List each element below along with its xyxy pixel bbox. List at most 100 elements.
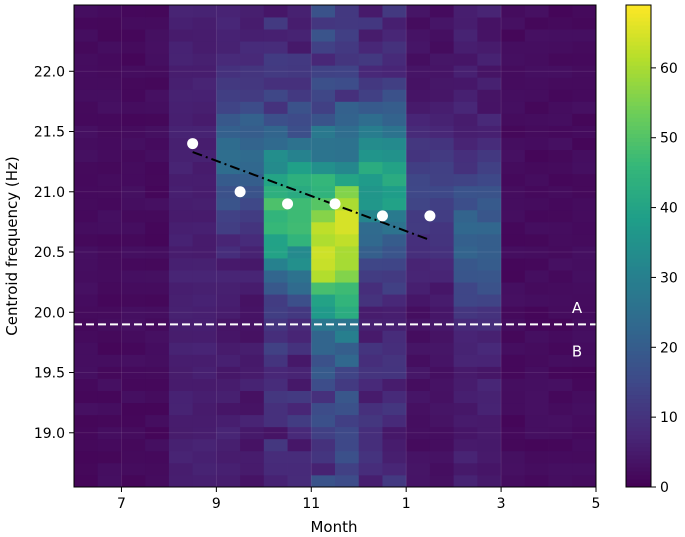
x-axis-label: Month bbox=[310, 518, 357, 536]
heatmap-cell bbox=[358, 450, 383, 464]
heatmap-cell bbox=[216, 366, 241, 379]
heatmap-cell bbox=[216, 65, 241, 78]
heatmap-cell bbox=[548, 77, 573, 90]
heatmap-cell bbox=[74, 149, 99, 163]
heatmap-cell bbox=[572, 378, 597, 391]
heatmap-cell bbox=[97, 17, 122, 30]
heatmap-cell bbox=[524, 426, 549, 440]
heatmap-cell bbox=[453, 354, 478, 367]
heatmap-cell bbox=[429, 474, 455, 488]
heatmap-cell bbox=[335, 17, 360, 30]
heatmap-cell bbox=[263, 390, 288, 404]
heatmap-cell bbox=[358, 197, 383, 211]
heatmap-cell bbox=[335, 41, 360, 54]
heatmap-cell bbox=[168, 209, 194, 223]
heatmap-cell bbox=[335, 125, 360, 138]
heatmap-cell bbox=[477, 306, 502, 319]
heatmap-cell bbox=[74, 462, 99, 476]
heatmap-cell bbox=[287, 342, 312, 355]
heatmap-cell bbox=[145, 402, 170, 416]
heatmap-cell bbox=[168, 258, 194, 271]
heatmap-cell bbox=[240, 5, 265, 18]
heatmap-cell bbox=[501, 474, 526, 488]
heatmap-cell bbox=[121, 270, 146, 283]
heatmap-cell bbox=[406, 390, 431, 404]
heatmap-cell bbox=[121, 426, 146, 440]
heatmap-cell bbox=[335, 450, 360, 464]
heatmap-cell bbox=[97, 426, 122, 440]
heatmap-cell bbox=[548, 149, 573, 163]
colorbar-tick-label: 30 bbox=[660, 270, 678, 286]
heatmap-cell bbox=[240, 149, 265, 163]
heatmap-cell bbox=[168, 89, 194, 102]
heatmap-cell bbox=[382, 258, 407, 271]
heatmap-cell bbox=[97, 306, 122, 319]
heatmap-cell bbox=[287, 426, 312, 440]
heatmap-cell bbox=[429, 53, 455, 66]
heatmap-cell bbox=[121, 366, 146, 379]
heatmap-cell bbox=[311, 125, 336, 138]
heatmap-cell bbox=[335, 173, 360, 187]
colorbar-swatch bbox=[626, 410, 651, 416]
x-tick-label: 11 bbox=[302, 496, 320, 512]
heatmap-cell bbox=[382, 330, 407, 343]
heatmap-cell bbox=[548, 53, 573, 66]
heatmap-cell bbox=[287, 282, 312, 295]
heatmap-cell bbox=[287, 65, 312, 78]
heatmap-cell bbox=[240, 233, 265, 247]
colorbar-swatch bbox=[626, 442, 651, 448]
heatmap-cell bbox=[358, 354, 383, 367]
heatmap-cell bbox=[240, 29, 265, 42]
heatmap-cell bbox=[382, 318, 407, 331]
heatmap-cell bbox=[382, 77, 407, 90]
heatmap-cell bbox=[216, 342, 241, 355]
heatmap-cell bbox=[501, 197, 526, 211]
heatmap-cell bbox=[145, 65, 170, 78]
heatmap-cell bbox=[406, 161, 431, 175]
heatmap-cell bbox=[453, 41, 478, 54]
heatmap-cell bbox=[429, 438, 455, 452]
heatmap-cell bbox=[121, 221, 146, 235]
colorbar-swatch bbox=[626, 25, 651, 30]
colorbar-tick-label: 10 bbox=[660, 410, 678, 426]
heatmap-cell bbox=[287, 41, 312, 54]
heatmap-cell bbox=[287, 366, 312, 379]
heatmap-cell bbox=[335, 77, 360, 90]
heatmap-cell bbox=[97, 270, 122, 283]
heatmap-cell bbox=[335, 438, 360, 452]
colorbar-swatch bbox=[626, 213, 651, 219]
colorbar-swatch bbox=[626, 310, 651, 315]
heatmap-cell bbox=[168, 414, 194, 428]
heatmap-cell bbox=[145, 354, 170, 367]
heatmap-cell bbox=[453, 53, 478, 66]
heatmap-cell bbox=[548, 29, 573, 42]
colorbar-swatch bbox=[626, 386, 651, 392]
heatmap-cell bbox=[240, 402, 265, 416]
heatmap-cell bbox=[501, 29, 526, 42]
heatmap-cell bbox=[240, 306, 265, 319]
heatmap-cell bbox=[548, 221, 573, 235]
heatmap-cell bbox=[406, 125, 431, 138]
heatmap-cell bbox=[501, 161, 526, 175]
colorbar-swatch bbox=[626, 414, 651, 420]
heatmap-cell bbox=[216, 282, 241, 295]
region-label: A bbox=[572, 299, 583, 317]
heatmap-cell bbox=[216, 113, 241, 126]
heatmap-cell bbox=[240, 462, 265, 476]
heatmap-cell bbox=[501, 185, 526, 199]
heatmap-cell bbox=[429, 5, 455, 18]
heatmap-cell bbox=[240, 137, 265, 150]
heatmap-cell bbox=[406, 197, 431, 211]
heatmap-cell bbox=[240, 426, 265, 440]
heatmap-cell bbox=[74, 197, 99, 211]
heatmap-cell bbox=[406, 318, 431, 331]
heatmap-cell bbox=[168, 173, 194, 187]
heatmap-cell bbox=[168, 318, 194, 331]
heatmap-cell bbox=[121, 282, 146, 295]
heatmap-cell bbox=[287, 474, 312, 488]
heatmap-cell bbox=[311, 390, 336, 404]
heatmap-cell bbox=[335, 342, 360, 355]
heatmap-cell bbox=[429, 17, 455, 30]
heatmap-cell bbox=[145, 41, 170, 54]
heatmap-cell bbox=[145, 233, 170, 247]
